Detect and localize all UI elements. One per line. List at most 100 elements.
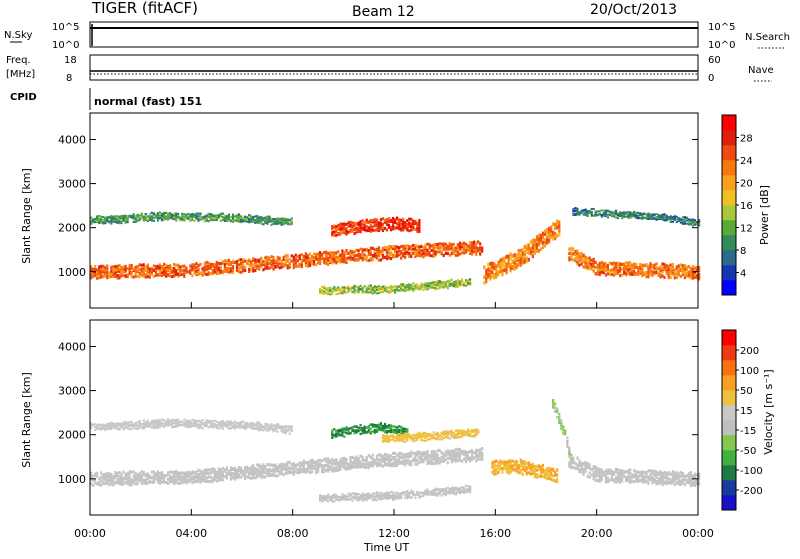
power-cell: [301, 265, 303, 268]
power-cell: [394, 250, 396, 253]
velocity-cell: [416, 463, 418, 466]
power-cell: [570, 256, 572, 259]
power-cell: [187, 213, 189, 215]
power-cell: [412, 288, 414, 290]
power-cell: [185, 217, 187, 219]
power-cell: [370, 250, 372, 253]
velocity-cell: [400, 426, 402, 428]
power-cell: [183, 265, 185, 268]
power-cell: [281, 218, 283, 220]
power-cell: [173, 263, 175, 266]
power-cell: [554, 223, 556, 227]
power-cell: [349, 258, 351, 261]
power-cell: [585, 212, 587, 214]
velocity-cell: [127, 472, 129, 475]
power-cell: [576, 249, 578, 252]
power-cell: [491, 275, 493, 279]
nsearch-label: N.Search: [745, 32, 790, 43]
velocity-cell: [129, 476, 131, 479]
power-cell: [558, 233, 560, 237]
velocity-cell: [272, 472, 274, 475]
velocity-cell: [508, 469, 510, 472]
power-cell: [433, 255, 435, 258]
power-cell: [581, 252, 583, 255]
power-cell: [323, 257, 325, 260]
velocity-cell: [390, 435, 392, 437]
power-cell: [416, 284, 418, 286]
velocity-cell: [546, 472, 548, 475]
power-cell: [135, 215, 137, 217]
velocity-cell: [360, 455, 362, 458]
velocity-cell: [337, 466, 339, 469]
power-cell: [238, 263, 240, 266]
velocity-cell: [208, 476, 210, 479]
velocity-cell: [181, 424, 183, 426]
power-cell: [208, 213, 210, 215]
power-cell: [358, 258, 360, 261]
velocity-cell: [197, 469, 199, 472]
power-cell: [325, 251, 327, 254]
velocity-cell: [416, 454, 418, 457]
power-cell: [408, 225, 410, 228]
power-cell: [313, 260, 315, 263]
velocity-cell: [497, 471, 499, 474]
power-cell: [378, 229, 380, 232]
velocity-cell: [240, 421, 242, 423]
velocity-cell: [226, 423, 228, 425]
power-cell: [157, 217, 159, 219]
velocity-cell: [578, 468, 580, 471]
power-cell: [641, 217, 643, 219]
power-cell: [153, 264, 155, 267]
velocity-cell: [187, 479, 189, 482]
power-cell: [341, 227, 343, 230]
power-cell: [674, 276, 676, 279]
power-cell: [583, 209, 585, 211]
power-cell: [333, 258, 335, 261]
power-cell: [356, 286, 358, 288]
velocity-cell: [214, 468, 216, 471]
velocity-cell: [390, 463, 392, 466]
power-cell: [449, 281, 451, 283]
power-cell: [396, 289, 398, 291]
velocity-cell: [495, 460, 497, 463]
velocity-cell: [366, 462, 368, 465]
power-cell: [331, 231, 333, 234]
velocity-cell: [129, 479, 131, 482]
velocity-cell: [520, 469, 522, 472]
velocity-cell: [260, 424, 262, 426]
velocity-cell: [473, 456, 475, 459]
power-cell: [159, 267, 161, 270]
power-cell: [349, 250, 351, 253]
power-cell: [189, 214, 191, 216]
velocity-cell: [238, 422, 240, 424]
power-cell: [386, 229, 388, 232]
power-cell: [149, 216, 151, 218]
power-cell: [218, 262, 220, 265]
velocity-cell: [556, 473, 558, 476]
velocity-cell: [416, 451, 418, 454]
power-cell: [619, 267, 621, 270]
power-cell: [327, 263, 329, 266]
power-cell: [151, 218, 153, 220]
power-cell: [463, 246, 465, 249]
power-cell: [165, 215, 167, 217]
power-cell: [536, 242, 538, 246]
power-cell: [133, 216, 135, 218]
power-cell: [163, 270, 165, 273]
velocity-cell: [398, 429, 400, 431]
power-cell: [453, 283, 455, 285]
power-cell: [222, 260, 224, 263]
velocity-cell: [449, 431, 451, 433]
power-cell: [351, 287, 353, 289]
velocity-cell: [285, 428, 287, 430]
power-cell: [120, 266, 122, 269]
velocity-cell: [331, 469, 333, 472]
velocity-cell: [556, 408, 558, 411]
power-cell: [329, 289, 331, 291]
power-cell: [281, 221, 283, 223]
power-cell: [603, 213, 605, 215]
velocity-cell: [386, 425, 388, 427]
power-cell: [672, 263, 674, 266]
power-cell: [394, 226, 396, 229]
power-cell: [439, 286, 441, 288]
